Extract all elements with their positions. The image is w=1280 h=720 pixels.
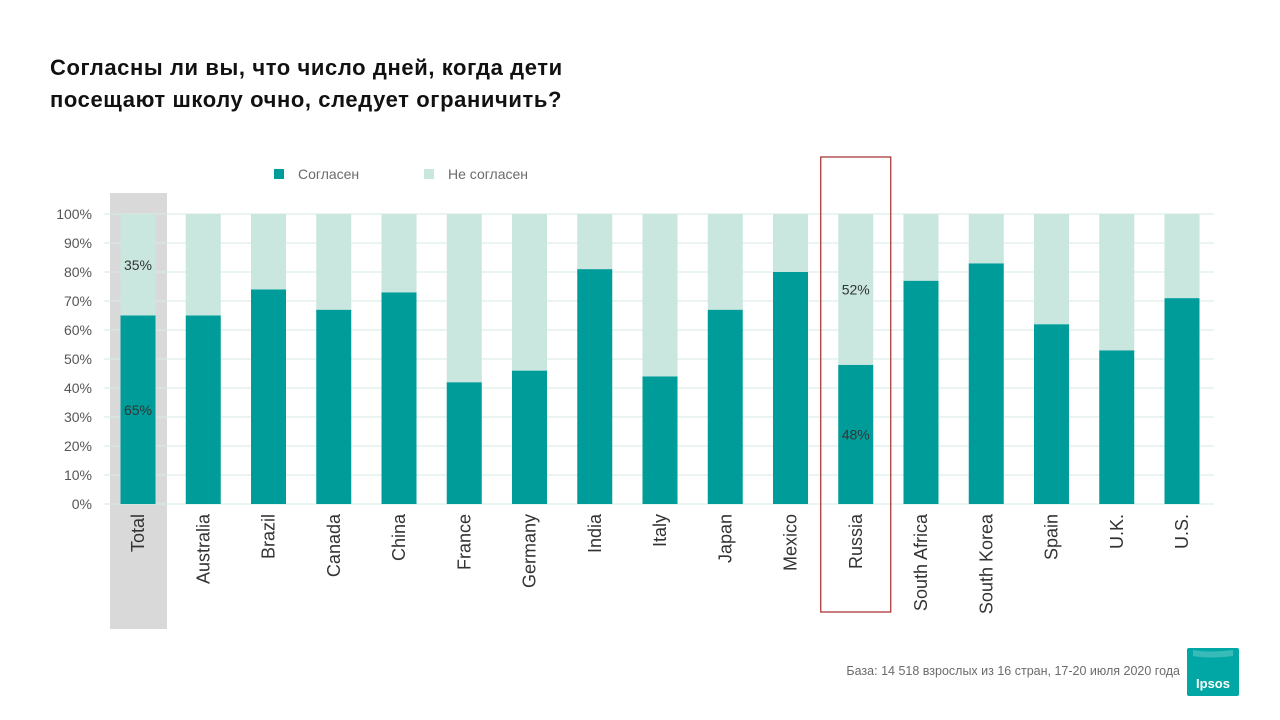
bar-brazil-agree — [251, 289, 286, 504]
bar-japan-disagree — [707, 214, 743, 310]
data-label-russia: 52% — [842, 281, 870, 297]
bar-canada-agree — [316, 309, 352, 504]
legend-swatch-disagree — [424, 169, 434, 179]
bar-india-agree — [577, 269, 613, 504]
legend-swatch-agree — [274, 169, 284, 179]
bar-china-agree — [381, 292, 417, 504]
y-tick-label: 0% — [72, 496, 92, 512]
bar-brazil-disagree — [251, 214, 286, 290]
y-tick-label: 10% — [64, 467, 92, 483]
x-tick-label-australia: Australia — [193, 513, 213, 584]
x-tick-label-germany: Germany — [520, 514, 540, 588]
bar-russia-disagree — [838, 214, 874, 365]
legend-label-disagree: Не согласен — [448, 166, 528, 182]
bar-germany-disagree — [512, 214, 547, 371]
bar-china-disagree — [381, 214, 417, 293]
data-label-total: 35% — [124, 257, 152, 273]
x-tick-label-spain: Spain — [1042, 514, 1062, 560]
x-tick-label-italy: Italy — [650, 514, 670, 547]
data-label-total: 65% — [124, 402, 152, 418]
x-tick-label-south-africa: South Africa — [911, 513, 931, 611]
x-tick-label-japan: Japan — [715, 514, 735, 563]
y-tick-label: 60% — [64, 322, 92, 338]
chart-title-line-2: посещают школу очно, следует ограничить? — [50, 87, 562, 112]
chart-title-line-1: Согласны ли вы, что число дней, когда де… — [50, 55, 563, 80]
highlight-russia-frame — [820, 156, 892, 613]
ipsos-logo-text: Ipsos — [1196, 676, 1230, 691]
y-tick-label: 80% — [64, 264, 92, 280]
y-tick-label: 20% — [64, 438, 92, 454]
bar-spain-agree — [1034, 324, 1069, 504]
bar-u-s-agree — [1164, 298, 1200, 504]
source-note: База: 14 518 взрослых из 16 стран, 17-20… — [846, 664, 1180, 678]
bar-germany-agree — [512, 370, 547, 504]
x-tick-label-total: Total — [128, 514, 148, 552]
x-tick-label-canada: Canada — [324, 513, 344, 577]
bar-france-disagree — [446, 214, 482, 383]
bar-italy-agree — [642, 376, 678, 504]
ipsos-logo: Ipsos — [1187, 648, 1239, 696]
x-tick-label-russia: Russia — [846, 513, 866, 569]
bar-australia-disagree — [185, 214, 221, 316]
x-tick-label-france: France — [454, 514, 474, 570]
bar-australia-agree — [185, 315, 221, 504]
bar-total-agree — [120, 315, 156, 504]
bar-italy-disagree — [642, 214, 678, 377]
y-tick-label: 30% — [64, 409, 92, 425]
x-tick-label-u-k: U.K. — [1107, 514, 1127, 549]
x-tick-label-brazil: Brazil — [259, 514, 279, 559]
bar-mexico-agree — [773, 272, 808, 504]
bar-south-africa-agree — [903, 280, 939, 504]
x-tick-label-china: China — [389, 513, 409, 561]
legend-label-agree: Согласен — [298, 166, 359, 182]
bar-total-disagree — [120, 214, 156, 316]
y-tick-label: 90% — [64, 235, 92, 251]
x-tick-label-mexico: Mexico — [781, 514, 801, 571]
bar-south-africa-disagree — [903, 214, 939, 281]
x-tick-label-india: India — [585, 513, 605, 553]
bar-u-k-disagree — [1099, 214, 1135, 351]
bar-south-korea-disagree — [968, 214, 1004, 264]
bar-russia-agree — [838, 364, 874, 504]
bar-france-agree — [446, 382, 482, 504]
bar-japan-agree — [707, 309, 743, 504]
data-label-russia: 48% — [842, 426, 870, 442]
bar-south-korea-agree — [968, 263, 1004, 504]
bar-india-disagree — [577, 214, 613, 270]
bar-canada-disagree — [316, 214, 352, 310]
y-tick-label: 40% — [64, 380, 92, 396]
bar-spain-disagree — [1034, 214, 1069, 325]
y-tick-label: 100% — [56, 206, 92, 222]
bar-mexico-disagree — [773, 214, 808, 272]
y-tick-label: 70% — [64, 293, 92, 309]
bar-u-s-disagree — [1164, 214, 1200, 299]
x-tick-label-south-korea: South Korea — [976, 513, 996, 614]
x-tick-label-u-s: U.S. — [1172, 514, 1192, 549]
bar-u-k-agree — [1099, 350, 1135, 504]
y-tick-label: 50% — [64, 351, 92, 367]
chart-title: Согласны ли вы, что число дней, когда де… — [50, 52, 750, 116]
